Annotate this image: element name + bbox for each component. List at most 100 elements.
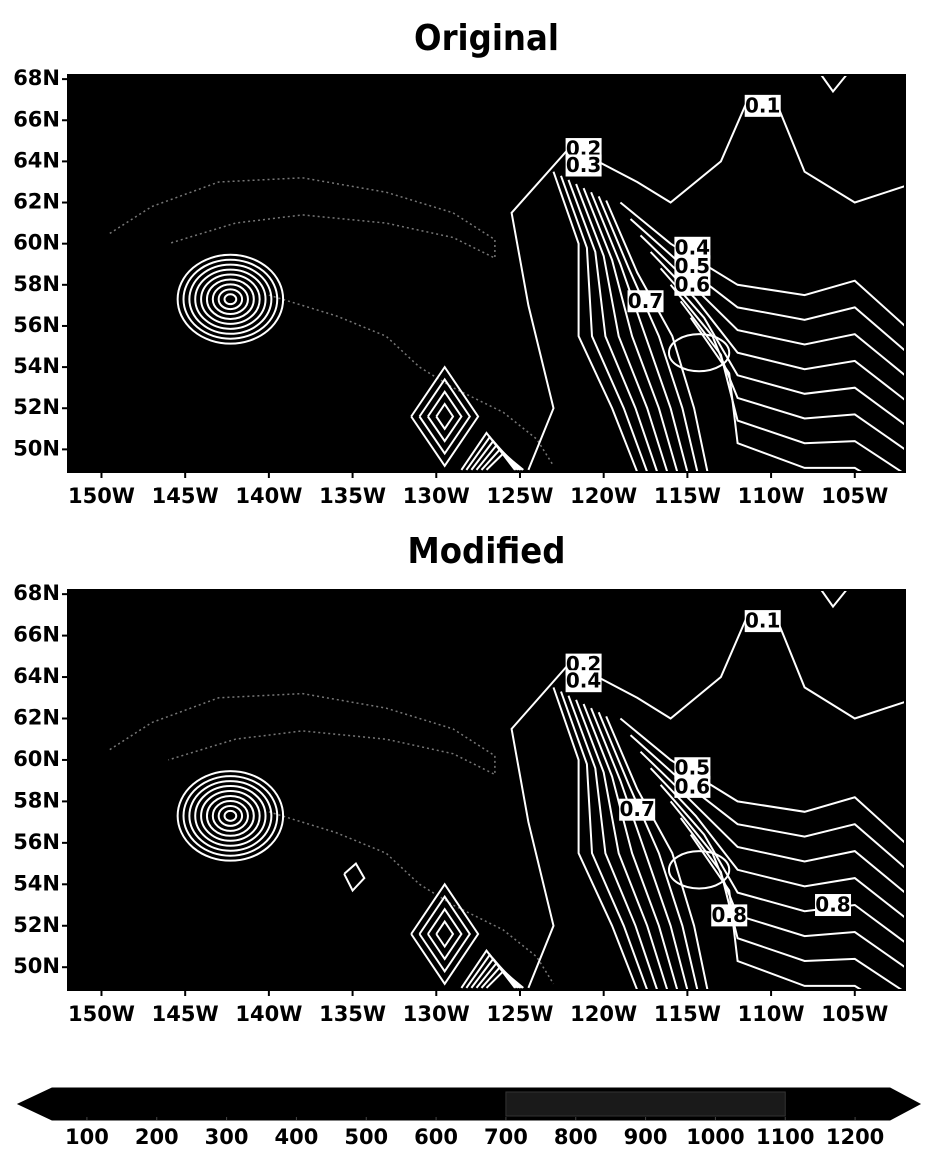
contour-label: 0.8: [712, 903, 747, 927]
x-tick-label: 135W: [319, 1002, 386, 1026]
contour-line: [582, 703, 679, 991]
contour-line: [659, 784, 906, 944]
contour-line: [552, 171, 639, 473]
y-tick-label: 58N: [13, 272, 60, 296]
contour-line: [418, 894, 472, 974]
x-tick-label: 145W: [152, 484, 219, 508]
contour-line: [435, 919, 455, 949]
colorbar-label: 600: [414, 1125, 458, 1149]
y-tick-label: 50N: [13, 436, 60, 460]
contour-label: 0.1: [745, 609, 780, 633]
contour-ring: [211, 799, 249, 832]
contour-line: [435, 402, 455, 431]
contour-line: [268, 294, 555, 467]
colorbar-label: 700: [484, 1125, 528, 1149]
contour-line: [510, 102, 906, 471]
contour-line: [567, 179, 659, 473]
contour-label: 0.4: [675, 235, 710, 259]
y-tick-label: 54N: [13, 354, 60, 378]
contour-label-box: [674, 273, 711, 296]
contour-label-box: [674, 757, 711, 780]
panel-title: Modified: [408, 531, 566, 572]
x-tick-label: 110W: [738, 484, 805, 508]
contour-line: [679, 817, 906, 993]
y-tick-label: 62N: [13, 705, 60, 729]
contour-ring: [188, 780, 273, 852]
contour-ring: [223, 809, 238, 822]
contour-line: [485, 452, 524, 471]
y-tick-label: 62N: [13, 190, 60, 214]
contour-line: [427, 390, 463, 443]
contour-line: [659, 267, 906, 426]
panel-title: Original: [414, 18, 559, 59]
x-tick-label: 125W: [486, 1002, 553, 1026]
contour-line: [560, 175, 649, 473]
contour-line: [820, 589, 848, 609]
contour-line: [629, 218, 906, 352]
colorbar-label: 1000: [686, 1125, 744, 1149]
contour-line: [669, 284, 906, 451]
contour-label-box: [674, 236, 711, 259]
contour-label-box: [674, 775, 711, 798]
contour-line: [552, 687, 639, 991]
y-tick-label: 54N: [13, 871, 60, 895]
contour-label: 0.4: [566, 669, 601, 693]
contour-line: [418, 377, 472, 456]
contour-line: [560, 691, 649, 991]
x-tick-label: 130W: [403, 484, 470, 508]
x-tick-label: 140W: [235, 1002, 302, 1026]
contour-line: [679, 300, 906, 475]
contour-line: [619, 717, 906, 844]
colorbar-label: 1200: [826, 1125, 884, 1149]
contour-ring: [205, 795, 255, 837]
contour-line: [510, 617, 906, 989]
contour-label-box: [627, 290, 664, 313]
contour-line: [597, 711, 699, 991]
contour-label-box: [565, 670, 602, 693]
contour-label-box: [815, 894, 852, 917]
y-tick-label: 58N: [13, 788, 60, 812]
colorbar-label: 900: [624, 1125, 668, 1149]
x-tick-label: 140W: [235, 484, 302, 508]
x-tick-label: 110W: [738, 1002, 805, 1026]
contour-label: 0.5: [675, 254, 710, 278]
contour-label-box: [674, 255, 711, 278]
contour-ring: [217, 804, 244, 827]
colorbar-label: 500: [344, 1125, 388, 1149]
contour-label-box: [711, 904, 748, 927]
contour-ring: [211, 283, 249, 316]
contour-line: [485, 969, 524, 989]
contour-label-box: [744, 610, 781, 633]
contour-ring: [223, 293, 238, 306]
y-tick-label: 60N: [13, 747, 60, 771]
contour-label: 0.6: [675, 774, 710, 798]
contour-label: 0.8: [815, 893, 850, 917]
colorbar-label: 100: [65, 1125, 109, 1149]
y-tick-label: 64N: [13, 148, 60, 172]
x-tick-label: 105W: [821, 1002, 888, 1026]
x-tick-label: 150W: [68, 1002, 135, 1026]
contour-ring: [667, 333, 731, 373]
x-tick-label: 115W: [654, 484, 721, 508]
contour-line: [109, 692, 496, 776]
contour-line: [590, 191, 689, 473]
colorbar-label: 300: [205, 1125, 249, 1149]
contour-label-box: [565, 154, 602, 177]
contour-label-box: [565, 653, 602, 676]
contour-line: [669, 800, 906, 969]
x-tick-label: 130W: [403, 1002, 470, 1026]
contour-ring: [182, 775, 279, 857]
contour-ring: [205, 278, 255, 320]
map-frame: [67, 589, 906, 991]
x-tick-label: 120W: [570, 484, 637, 508]
contour-line: [597, 196, 699, 473]
y-tick-label: 64N: [13, 664, 60, 688]
y-tick-label: 66N: [13, 623, 60, 647]
contour-line: [567, 695, 659, 991]
y-tick-label: 52N: [13, 395, 60, 419]
colorbar-label: 200: [135, 1125, 179, 1149]
colorbar-label: 800: [554, 1125, 598, 1149]
contour-line: [590, 707, 689, 991]
y-tick-label: 68N: [13, 66, 60, 90]
colorbar-shade: [505, 1091, 786, 1117]
